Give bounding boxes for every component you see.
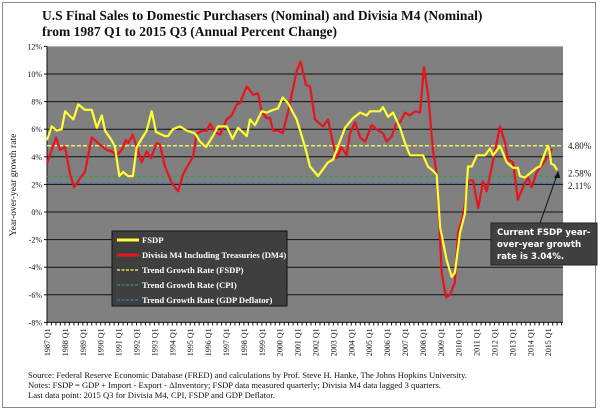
x-tick-label: 1994 Q1 bbox=[168, 328, 177, 356]
x-tick-label: 2012 Q1 bbox=[491, 328, 500, 356]
legend-label: Trend Growth Rate (CPI) bbox=[142, 280, 237, 290]
x-tick-label: 2010 Q1 bbox=[455, 328, 464, 356]
x-tick-label: 1989 Q1 bbox=[79, 328, 88, 356]
x-tick-label: 2006 Q1 bbox=[383, 328, 392, 356]
x-tick-label: 2001 Q1 bbox=[294, 328, 303, 356]
x-tick-label: 2007 Q1 bbox=[401, 328, 410, 356]
x-tick-label: 1987 Q1 bbox=[43, 328, 52, 356]
y-tick-label: -4% bbox=[29, 263, 43, 272]
y-tick-label: -6% bbox=[29, 291, 43, 300]
chart-title: U.S Final Sales to Domestic Purchasers (… bbox=[42, 8, 483, 23]
annotation-arrow bbox=[539, 171, 559, 224]
y-axis-label: Year-over-year growth rate bbox=[9, 134, 19, 237]
trend-label-3: 2.58% bbox=[568, 168, 592, 178]
x-tick-label: 2011 Q1 bbox=[473, 328, 482, 355]
footer-notes: Notes: FSDP = GDP + Import - Export - ΔI… bbox=[28, 380, 441, 390]
series-line-fsdp bbox=[45, 96, 559, 278]
x-tick-label: 2013 Q1 bbox=[508, 328, 517, 356]
y-tick-label: 10% bbox=[27, 70, 42, 79]
x-tick-label: 2003 Q1 bbox=[329, 328, 338, 356]
series-line-dm4 bbox=[45, 60, 553, 299]
y-tick-label: 8% bbox=[31, 98, 42, 107]
x-tick-label: 1988 Q1 bbox=[61, 328, 70, 356]
x-tick-label: 2014 Q1 bbox=[526, 328, 535, 356]
x-tick-label: 1993 Q1 bbox=[150, 328, 159, 356]
x-tick-label: 2015 Q1 bbox=[544, 328, 553, 356]
x-tick-label: 2005 Q1 bbox=[365, 328, 374, 356]
x-tick-label: 2004 Q1 bbox=[347, 328, 356, 356]
chart-frame bbox=[2, 2, 596, 408]
chart-subtitle: from 1987 Q1 to 2015 Q3 (Annual Percent … bbox=[42, 24, 337, 39]
trend-label-2: 4.80% bbox=[568, 141, 592, 151]
x-tick-label: 1997 Q1 bbox=[222, 328, 231, 356]
y-tick-label: 0% bbox=[31, 208, 42, 217]
legend-label: FSDP bbox=[142, 235, 163, 245]
x-tick-label: 1991 Q1 bbox=[115, 328, 124, 356]
y-tick-label: -8% bbox=[29, 318, 43, 327]
legend bbox=[111, 230, 288, 307]
y-tick-label: -2% bbox=[29, 236, 43, 245]
annotation-text: Current FSDP year- bbox=[497, 228, 591, 238]
y-tick-label: 12% bbox=[27, 42, 42, 51]
x-tick-label: 2009 Q1 bbox=[437, 328, 446, 356]
y-tick-label: 2% bbox=[31, 180, 42, 189]
annotation-box bbox=[490, 222, 598, 266]
x-tick-label: 1992 Q1 bbox=[133, 328, 142, 356]
arrow-head-icon bbox=[554, 171, 561, 179]
trend-label-4: 2.11% bbox=[568, 181, 591, 191]
y-tick-label: 4% bbox=[31, 153, 42, 162]
x-tick-label: 1990 Q1 bbox=[97, 328, 106, 356]
x-tick-label: 2008 Q1 bbox=[419, 328, 428, 356]
legend-label: Trend Growth Rate (GDP Deflator) bbox=[142, 295, 272, 305]
legend-label: Divisia M4 Including Treasuries (DM4) bbox=[142, 250, 286, 260]
annotation-text: rate is 3.04%. bbox=[497, 252, 564, 262]
legend-label: Trend Growth Rate (FSDP) bbox=[142, 265, 244, 275]
footer-last-data-point: Last data point: 2015 Q3 for Divisia M4,… bbox=[28, 390, 275, 400]
footer-source: Source: Federal Reserve Economic Databas… bbox=[28, 370, 467, 380]
x-tick-label: 1999 Q1 bbox=[258, 328, 267, 356]
x-tick-label: 2002 Q1 bbox=[312, 328, 321, 356]
annotation-text: over-year growth bbox=[497, 240, 581, 250]
x-tick-label: 2000 Q1 bbox=[276, 328, 285, 356]
y-tick-label: 6% bbox=[31, 125, 42, 134]
x-tick-label: 1995 Q1 bbox=[186, 328, 195, 356]
x-tick-label: 1996 Q1 bbox=[204, 328, 213, 356]
x-tick-label: 1998 Q1 bbox=[240, 328, 249, 356]
